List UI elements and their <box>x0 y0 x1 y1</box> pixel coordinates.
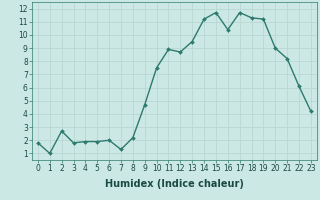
X-axis label: Humidex (Indice chaleur): Humidex (Indice chaleur) <box>105 179 244 189</box>
